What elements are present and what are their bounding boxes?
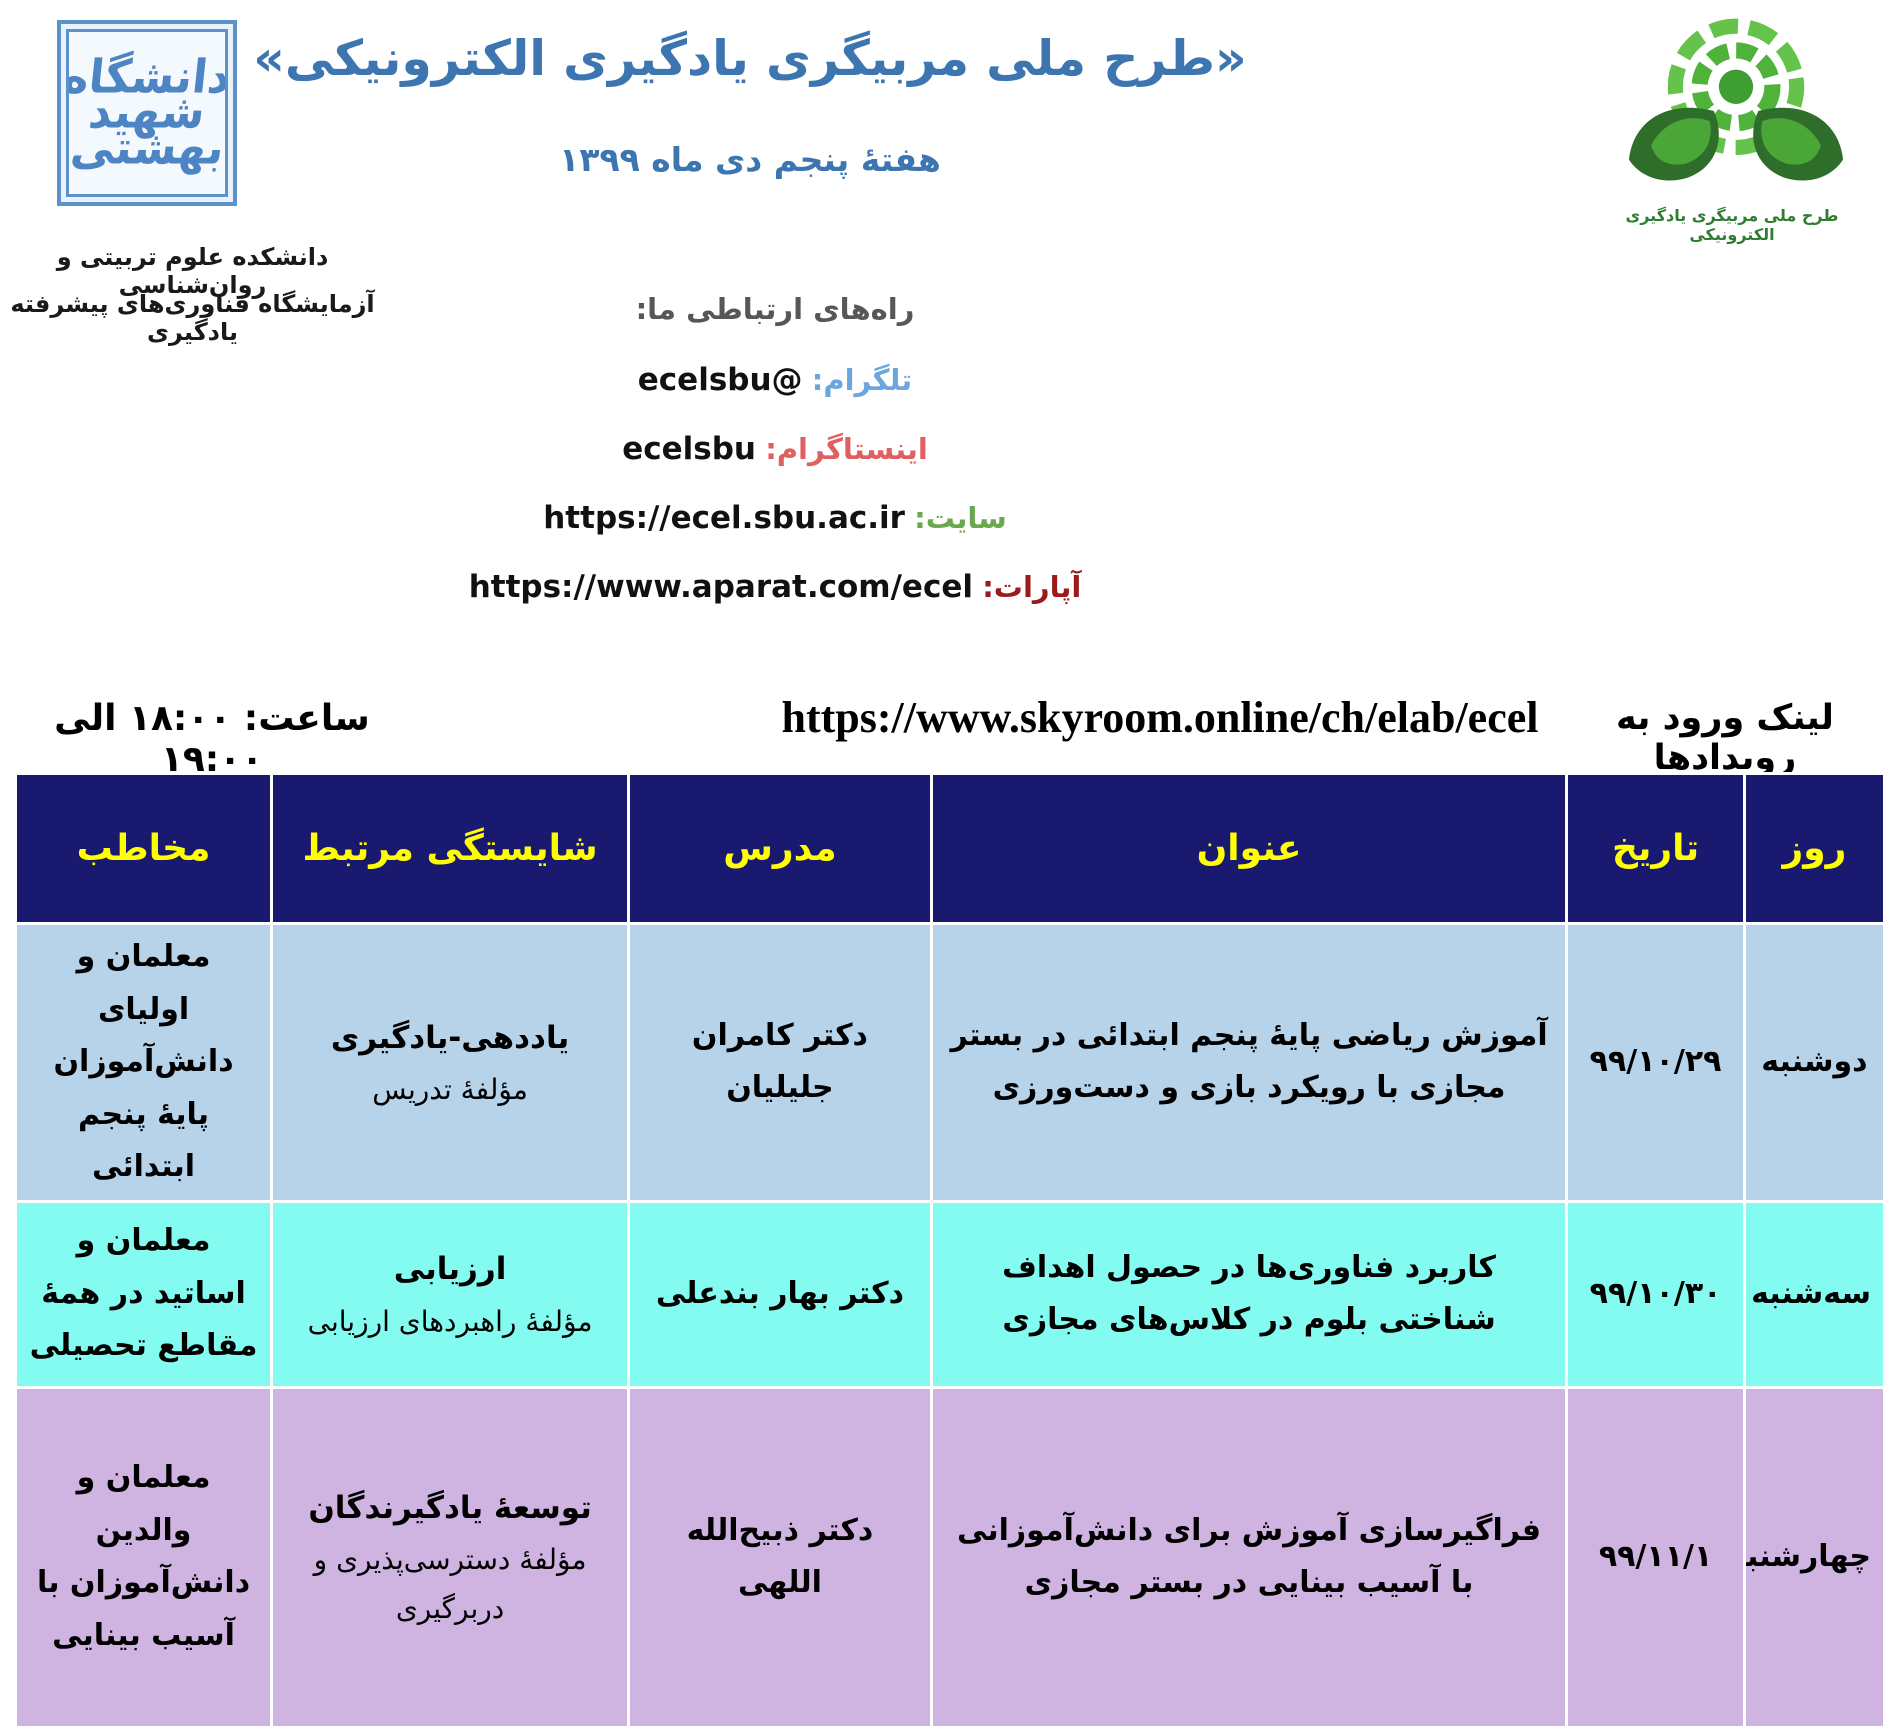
cell-competency: یاددهی-یادگیری مؤلفهٔ تدریس: [270, 922, 631, 1203]
table-row: چهارشنبه ۹۹/۱۱/۱ فراگیرسازی آموزش برای د…: [13, 1385, 1887, 1729]
contact-line-instagram: اینستاگرام: ecelsbu: [300, 431, 1250, 467]
contact-line-website: سایت: https://ecel.sbu.ac.ir: [300, 500, 1250, 536]
events-link-label: لینک ورود به رویدادها: [1616, 698, 1834, 778]
poster-subtitle: هفتهٔ پنجم دی ماه ۱۳۹۹: [559, 140, 941, 179]
table-row: دوشنبه ۹۹/۱۰/۲۹ آموزش ریاضی پایهٔ پنجم ا…: [13, 922, 1887, 1203]
cell-date: ۹۹/۱۰/۲۹: [1565, 922, 1746, 1203]
cell-day: چهارشنبه: [1742, 1385, 1887, 1729]
website-url[interactable]: https://ecel.sbu.ac.ir: [543, 500, 905, 536]
cell-title: آموزش ریاضی پایهٔ پنجم ابتدائی در بستر م…: [929, 922, 1569, 1203]
column-header-day: روز: [1742, 772, 1887, 925]
contact-block: راه‌های ارتباطی ما: تلگرام: @ecelsbu این…: [300, 292, 1250, 638]
telegram-label: تلگرام:: [811, 363, 913, 397]
competency-component: مؤلفهٔ راهبردهای ارزیابی: [307, 1304, 593, 1338]
competency-name: یاددهی-یادگیری: [330, 1019, 570, 1056]
cell-day: دوشنبه: [1742, 922, 1887, 1203]
instagram-label: اینستاگرام:: [765, 432, 928, 466]
cell-competency: توسعهٔ یادگیرندگان مؤلفهٔ دسترسی‌پذیری و…: [270, 1385, 631, 1729]
sbu-logo-word: بهشتی: [67, 121, 227, 175]
table-row: سه‌شنبه ۹۹/۱۰/۳۰ کاربرد فناوری‌ها در حصو…: [13, 1199, 1887, 1389]
instagram-handle[interactable]: ecelsbu: [622, 431, 756, 467]
cell-instructor: دکتر ذبیح‌الله اللهی: [627, 1385, 933, 1729]
website-label: سایت:: [914, 501, 1007, 535]
telegram-handle[interactable]: @ecelsbu: [637, 362, 803, 398]
cell-instructor: دکتر بهار بندعلی: [627, 1199, 933, 1389]
cell-audience: معلمان و والدین دانش‌آموزان با آسیب بینا…: [13, 1385, 274, 1729]
schedule-table: روز تاریخ عنوان مدرس شایستگی مرتبط مخاطب…: [13, 772, 1887, 1729]
cell-day: سه‌شنبه: [1742, 1199, 1887, 1389]
column-header-instructor: مدرس: [627, 772, 933, 925]
poster-page: دانشگاه شهید بهشتی دانشکده علوم تربیتی و…: [10, 8, 1887, 1729]
competency-component: مؤلفهٔ دسترسی‌پذیری و دربرگیری: [313, 1543, 587, 1626]
column-header-date: تاریخ: [1565, 772, 1746, 925]
faculty-name: دانشکده علوم تربیتی و روان‌شناسی: [56, 243, 329, 299]
cell-title: کاربرد فناوری‌ها در حصول اهداف شناختی بل…: [929, 1199, 1569, 1389]
ecel-logo-icon: [1608, 8, 1864, 206]
column-header-audience: مخاطب: [13, 772, 274, 925]
cell-date: ۹۹/۱۱/۱: [1565, 1385, 1746, 1729]
table-header-row: روز تاریخ عنوان مدرس شایستگی مرتبط مخاطب: [13, 772, 1887, 925]
competency-name: ارزیابی: [393, 1251, 507, 1288]
cell-competency: ارزیابی مؤلفهٔ راهبردهای ارزیابی: [270, 1199, 631, 1389]
ecel-logo-caption: طرح ملی مربیگری یادگیری الکترونیکی: [1625, 206, 1839, 244]
cell-title: فراگیرسازی آموزش برای دانش‌آموزانی با آس…: [929, 1385, 1569, 1729]
lab-name: آزمایشگاه فناوری‌های پیشرفته یادگیری: [10, 290, 375, 346]
cell-instructor: دکتر کامران جلیلیان: [627, 922, 933, 1203]
column-header-title: عنوان: [929, 772, 1569, 925]
aparat-url[interactable]: https://www.aparat.com/ecel: [468, 569, 973, 605]
poster-title: «طرح ملی مربیگری یادگیری الکترونیکی»: [253, 30, 1247, 87]
competency-name: توسعهٔ یادگیرندگان: [308, 1489, 592, 1526]
column-header-competency: شایستگی مرتبط: [270, 772, 631, 925]
sbu-university-logo-icon: دانشگاه شهید بهشتی: [57, 20, 237, 206]
cell-audience: معلمان و اولیای دانش‌آموزان پایهٔ پنجم ا…: [13, 922, 274, 1203]
session-time: ساعت: ۱۸:۰۰ الی ۱۹:۰۰: [54, 698, 370, 780]
cell-audience: معلمان و اساتید در همهٔ مقاطع تحصیلی: [13, 1199, 274, 1389]
contact-line-telegram: تلگرام: @ecelsbu: [300, 362, 1250, 398]
skyroom-events-url[interactable]: https://www.skyroom.online/ch/elab/ecel: [781, 693, 1539, 742]
sbu-logo-calligraphy: دانشگاه شهید بهشتی: [66, 29, 228, 197]
contact-heading: راه‌های ارتباطی ما:: [635, 292, 915, 326]
aparat-label: آپارات:: [982, 570, 1082, 604]
contact-line-aparat: آپارات: https://www.aparat.com/ecel: [300, 569, 1250, 605]
competency-component: مؤلفهٔ تدریس: [372, 1072, 528, 1106]
cell-date: ۹۹/۱۰/۳۰: [1565, 1199, 1746, 1389]
